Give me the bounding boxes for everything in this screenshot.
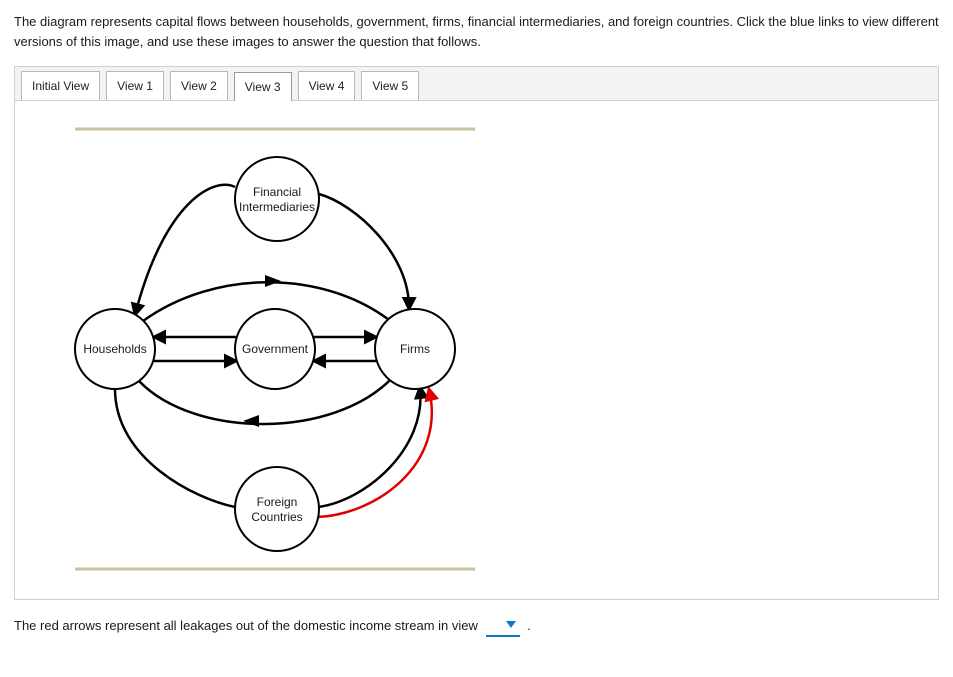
question-text-before: The red arrows represent all leakages ou…: [14, 618, 482, 633]
diagram-panel: Initial ViewView 1View 2View 3View 4View…: [14, 66, 939, 600]
svg-text:Firms: Firms: [400, 342, 430, 356]
answer-dropdown[interactable]: [486, 617, 520, 637]
svg-text:Government: Government: [242, 342, 309, 356]
svg-text:Households: Households: [83, 342, 146, 356]
tab-view-1[interactable]: View 1: [106, 71, 164, 101]
svg-text:Foreign: Foreign: [257, 495, 298, 509]
svg-text:Intermediaries: Intermediaries: [239, 200, 315, 214]
tab-bar: Initial ViewView 1View 2View 3View 4View…: [15, 67, 938, 101]
tab-initial-view[interactable]: Initial View: [21, 71, 100, 101]
tab-view-2[interactable]: View 2: [170, 71, 228, 101]
diagram-container: Households Government Firms FinancialInterm…: [15, 101, 938, 599]
svg-text:Countries: Countries: [251, 510, 302, 524]
tab-view-5[interactable]: View 5: [361, 71, 419, 101]
intro-text: The diagram represents capital flows bet…: [14, 12, 939, 52]
tab-view-3[interactable]: View 3: [234, 72, 292, 102]
tab-view-4[interactable]: View 4: [298, 71, 356, 101]
capital-flow-diagram: Households Government Firms FinancialInterm…: [15, 109, 935, 589]
question-row: The red arrows represent all leakages ou…: [14, 616, 939, 637]
question-text-after: .: [527, 618, 531, 633]
svg-text:Financial: Financial: [253, 185, 301, 199]
